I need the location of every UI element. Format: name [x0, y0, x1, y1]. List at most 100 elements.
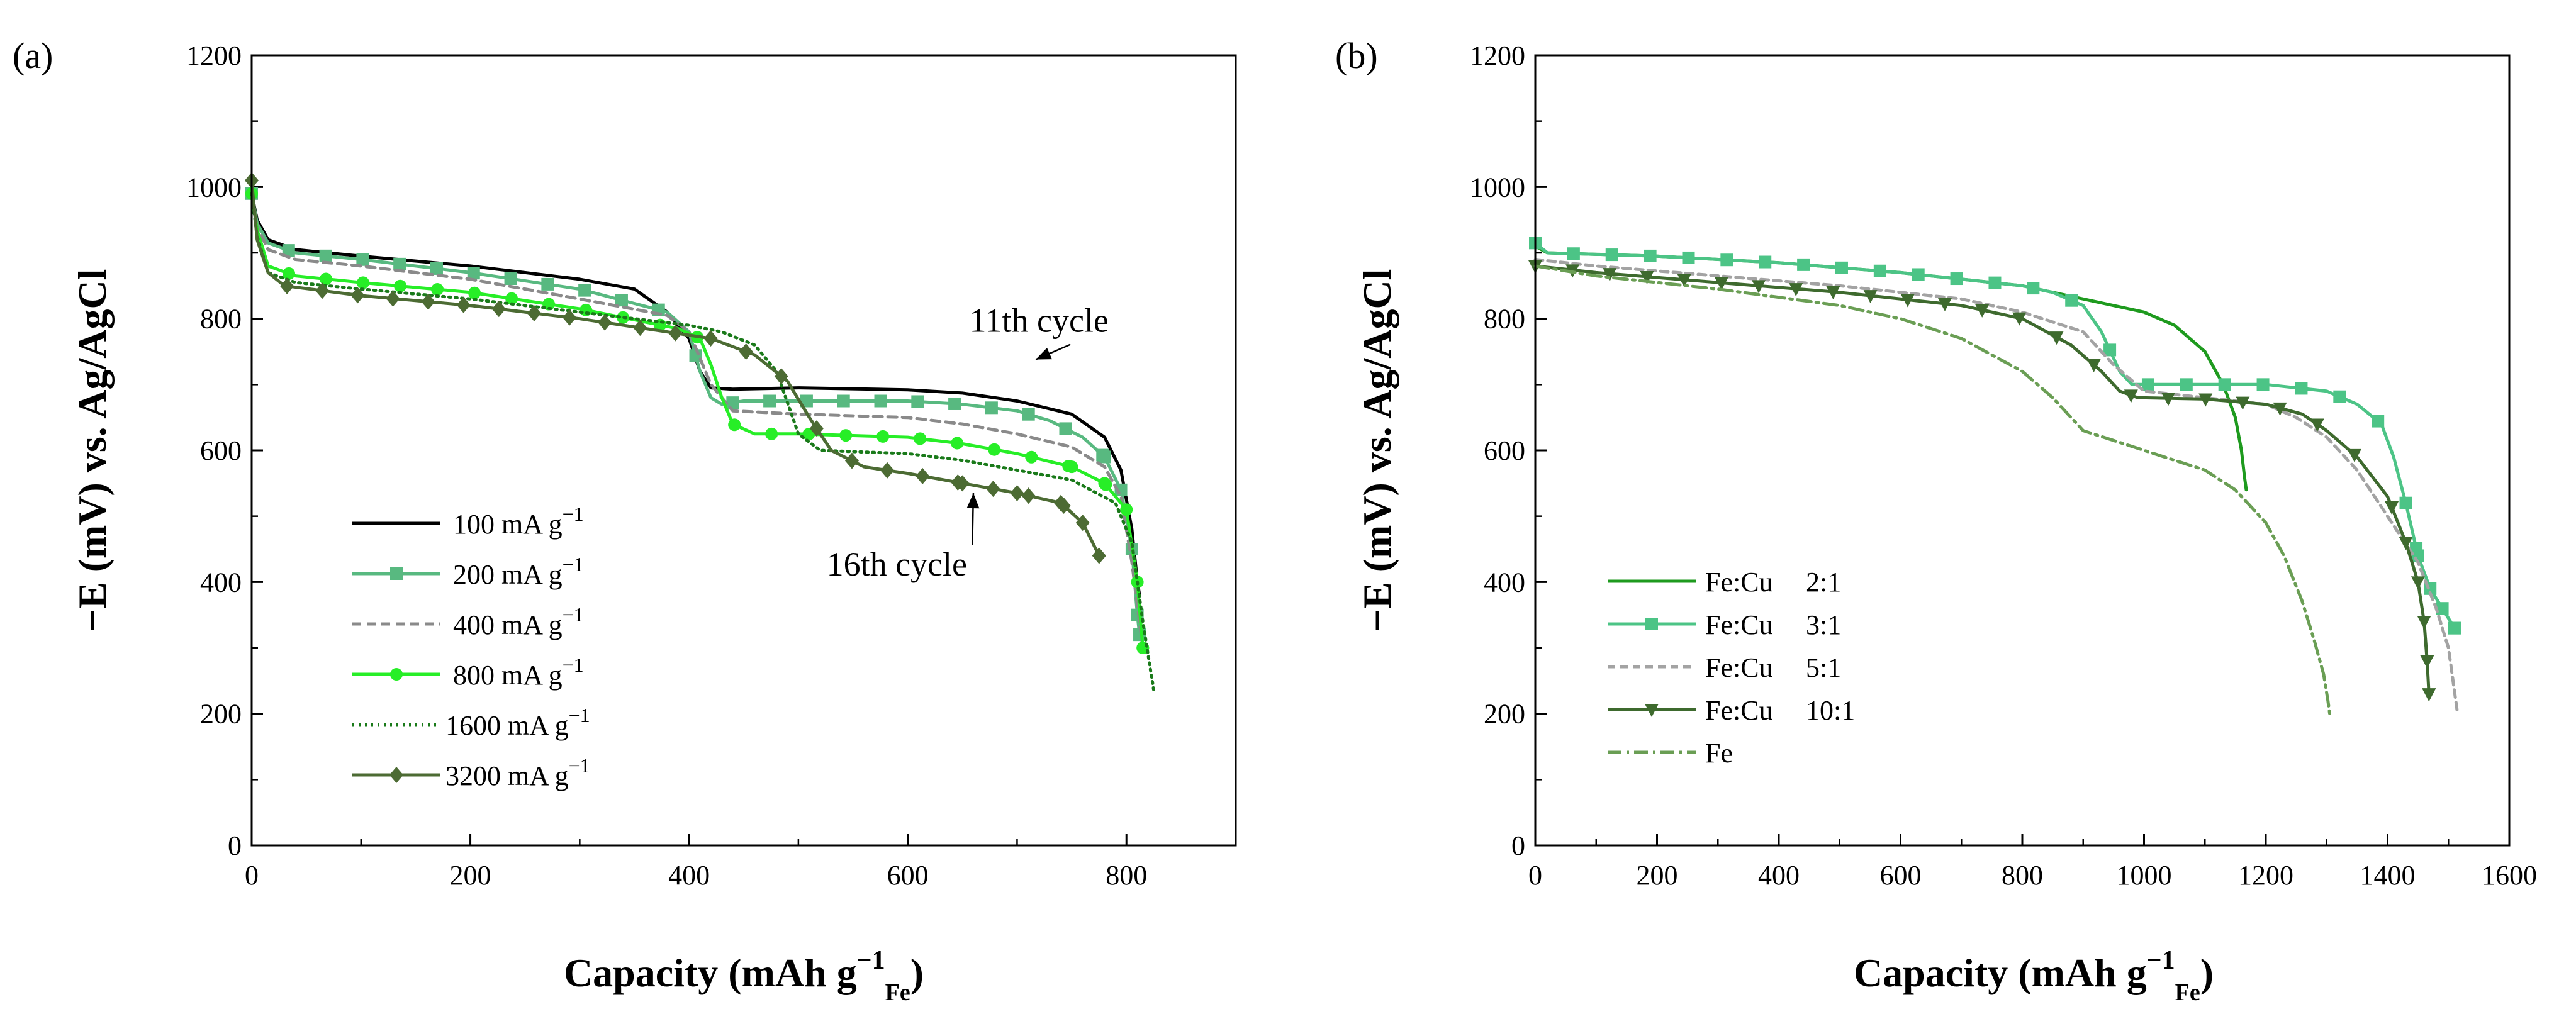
series-b-1-marker-2: [1605, 248, 1618, 262]
x-tick-label-a-4: 800: [1106, 860, 1147, 891]
series-b-3-marker-9: [1863, 290, 1878, 304]
legend-a-name-1: 200 mA g: [453, 559, 563, 590]
series-a-5-marker-10: [598, 314, 612, 331]
series-a-1-marker-8: [541, 277, 554, 291]
series-b-4-line: [1533, 264, 2332, 716]
legend-a-name-3: 800 mA g: [453, 660, 563, 691]
legend-a-entry-2: 400 mA g−1: [352, 603, 584, 640]
y-tick-label-b-5: 1000: [1470, 172, 1525, 203]
series-a-3-tail-marker-18: [1098, 477, 1111, 490]
series-a-3-marker-9: [580, 303, 593, 316]
series-b-3-marker-15: [2086, 359, 2101, 372]
series-b-1-marker-21: [2333, 390, 2346, 403]
series-a-1-marker-13: [726, 396, 739, 409]
legend-b-ratio-1: 3:1: [1806, 610, 1841, 640]
legend-a-swatch-marker-3: [390, 668, 403, 681]
x-tick-label-a-2: 400: [668, 860, 710, 891]
panel-b-xlabel-sub: Fe: [2175, 979, 2200, 1006]
legend-b-entry-1: Fe:Cu 3:1: [1608, 610, 1841, 640]
series-a-3-marker-2: [320, 272, 333, 286]
series-b-3-marker-21: [2310, 418, 2324, 432]
legend-b-entry-2: Fe:Cu 5:1: [1608, 652, 1841, 683]
series-a-1-tail-marker-19: [1098, 450, 1111, 464]
y-tick-label-a-6: 1200: [186, 40, 242, 71]
legend-a-sup-1: −1: [563, 553, 584, 576]
x-tick-label-b-0: 0: [1528, 860, 1542, 891]
series-a-5-marker-19: [916, 467, 930, 484]
annotation-11th-cycle-text: 11th cycle: [969, 302, 1108, 340]
series-a-5-marker-9: [563, 309, 577, 326]
y-tick-label-b-2: 400: [1484, 567, 1525, 598]
series-a-3-marker-6: [468, 286, 481, 299]
series-b-3-tail-marker-17: [2411, 576, 2425, 590]
legend-a-label-2: 400 mA g−1: [453, 603, 584, 640]
series-a-1-marker-5: [430, 262, 443, 275]
panel-b-frame: [1534, 54, 2511, 847]
legend-b-entry-0: Fe:Cu 2:1: [1608, 567, 1841, 598]
legend-a-entry-3: 800 mA g−1: [352, 654, 584, 691]
series-b-3-marker-12: [1975, 304, 1990, 318]
panel-a-frame: [250, 54, 1237, 847]
series-b-1-marker-22: [2372, 415, 2385, 428]
series-b-3-tail-marker-19: [2420, 655, 2434, 669]
legend-a-sup-4: −1: [569, 704, 590, 727]
series-a-5-tail-marker-16: [1010, 485, 1024, 502]
series-a-3-marker-16: [839, 429, 853, 442]
series-a-3-marker-17: [876, 430, 890, 443]
series-b-3-marker-11: [1937, 298, 1952, 311]
series-b-3-marker-20: [2273, 402, 2287, 416]
series-b-1-marker-8: [1835, 261, 1848, 274]
legend-a-sup-3: −1: [563, 654, 584, 676]
series-b-1-marker-12: [1988, 276, 2002, 289]
series-b-1-tail-marker-18: [2399, 496, 2412, 510]
y-tick-label-a-2: 400: [200, 567, 242, 598]
legend-b-ratio-3: 10:1: [1806, 695, 1855, 726]
series-b-3-marker-14: [2049, 331, 2064, 345]
series-a-3-marker-7: [505, 292, 518, 305]
legend-a-swatch-3: [352, 668, 440, 681]
y-tick-label-b-6: 1200: [1470, 40, 1525, 71]
series-b-3-marker-4: [1677, 274, 1691, 287]
panel-a-ylabel: −E (mV) vs. Ag/AgCl: [70, 269, 115, 632]
y-tick-label-b-3: 600: [1484, 435, 1525, 466]
series-a-1-marker-10: [615, 294, 628, 307]
series-b-3-marker-5: [1714, 277, 1728, 291]
panel-b-xlabel: Capacity (mAh g−1Fe): [1854, 946, 2214, 1006]
panel-b-label: (b): [1335, 35, 1378, 76]
y-tick-label-a-3: 600: [200, 435, 242, 466]
series-a-5-marker-18: [880, 462, 895, 479]
series-a-1-marker-20: [985, 401, 998, 415]
panel-b-xlabel-sup: −1: [2147, 946, 2175, 975]
series-a-1-marker-7: [504, 272, 517, 286]
annotation-11th-cycle-arrowhead: [1035, 347, 1052, 360]
series-b-1-marker-15: [2103, 343, 2117, 357]
y-tick-label-b-1: 200: [1484, 699, 1525, 730]
panel-b-xlabel-close: ): [2200, 950, 2214, 995]
x-tick-label-b-6: 1200: [2238, 860, 2293, 891]
panel-a-xlabel-sup: −1: [857, 946, 885, 975]
series-a-5-tail-marker-17: [1053, 494, 1068, 511]
panel-a-ticks: 0 200 400 600 800 0 200 400 600 800 1000 1200: [186, 40, 1147, 891]
x-tick-label-b-3: 600: [1880, 860, 1922, 891]
panel-a-xlabel-sub: Fe: [885, 979, 910, 1006]
legend-a-name-5: 3200 mA g: [445, 760, 569, 791]
series-a-1-marker-17: [874, 394, 887, 408]
annotation-11th-cycle: 11th cycle: [969, 302, 1109, 360]
panel-a-label: (a): [13, 35, 53, 76]
series-b-1-marker-1: [1567, 247, 1580, 260]
series-a-1-marker-19: [948, 397, 961, 410]
series-b-1-marker-3: [1644, 249, 1657, 262]
annotation-16th-cycle-text: 16th cycle: [827, 545, 967, 583]
y-tick-label-b-4: 800: [1484, 304, 1525, 335]
panel-a-xlabel: Capacity (mAh g−1Fe): [564, 946, 924, 1006]
legend-a-entry-5: 3200 mA g−1: [352, 754, 590, 791]
series-a-5-marker-17: [844, 452, 859, 469]
legend-a-sup-0: −1: [563, 503, 584, 525]
series-a-3-marker-13: [728, 418, 741, 432]
series-b-3-marker-2: [1603, 268, 1617, 282]
legend-a-sup-5: −1: [569, 754, 590, 777]
series-a-1-marker-21: [1022, 408, 1035, 421]
series-a-5-marker-16: [809, 420, 824, 437]
series-a-3-marker-1: [283, 267, 296, 280]
series-b-3-marker-8: [1826, 286, 1840, 299]
